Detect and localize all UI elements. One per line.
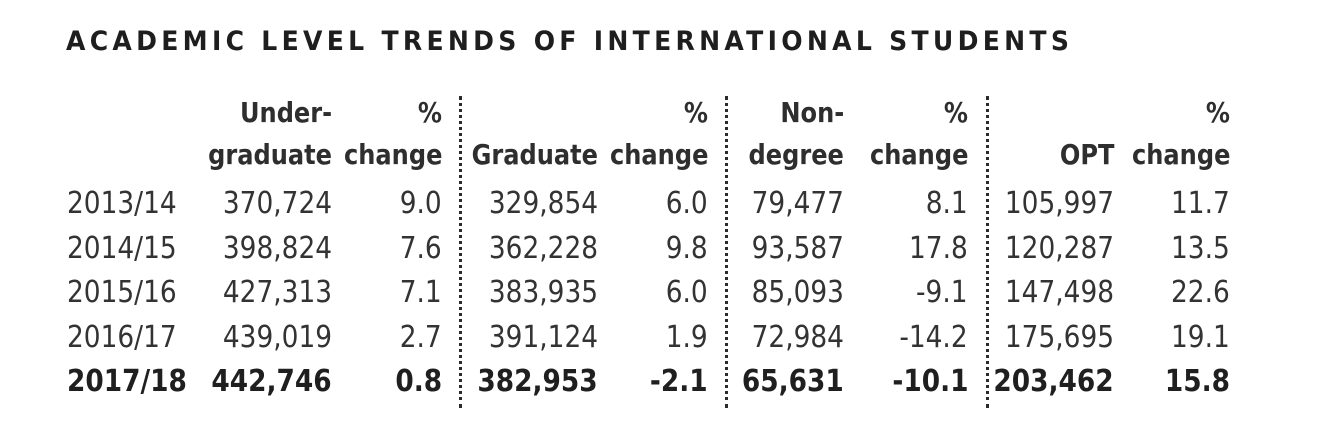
table-cell-undergraduate-change: 0.8 <box>395 364 442 399</box>
table-cell-year: 2013/14 <box>67 186 177 221</box>
chart-title: ACADEMIC LEVEL TRENDS OF INTERNATIONAL S… <box>66 26 1074 57</box>
table-cell-opt: 175,695 <box>1004 319 1114 355</box>
column-header-undergraduate-1: Under- <box>239 96 332 129</box>
table-cell-undergraduate-change: 7.1 <box>400 275 442 310</box>
table-cell-undergraduate: 398,824 <box>222 230 332 266</box>
table-cell-nondegree: 65,631 <box>742 364 844 399</box>
table-cell-opt-change: 11.7 <box>1171 186 1230 221</box>
column-header-graduate-2: Graduate <box>471 138 598 171</box>
column-header-opt-change-1: % <box>1205 96 1230 129</box>
table-cell-graduate: 391,124 <box>488 319 598 355</box>
column-header-opt-change-2: change <box>1131 138 1230 171</box>
table-cell-nondegree: 72,984 <box>751 319 844 355</box>
column-header-nondegree-2: degree <box>748 138 844 171</box>
table-cell-year: 2014/15 <box>67 230 177 266</box>
table-cell-graduate: 383,935 <box>488 275 598 310</box>
table-cell-graduate-change: 1.9 <box>666 319 708 355</box>
table-cell-nondegree: 85,093 <box>751 275 844 310</box>
table-cell-nondegree-change: -14.2 <box>899 319 968 355</box>
table-cell-year: 2016/17 <box>67 319 177 355</box>
table-cell-graduate-change: -2.1 <box>650 364 708 399</box>
table-cell-graduate-change: 9.8 <box>666 230 708 266</box>
table-cell-opt-change: 19.1 <box>1171 319 1230 355</box>
column-header-nondegree-1: Non- <box>780 96 844 129</box>
column-header-nondegree-change-2: change <box>869 138 968 171</box>
table-cell-opt-change: 22.6 <box>1171 275 1230 310</box>
table-cell-graduate: 382,953 <box>477 364 598 399</box>
table-cell-undergraduate-change: 7.6 <box>400 230 442 266</box>
table-cell-graduate: 362,228 <box>488 230 598 266</box>
table-cell-undergraduate: 439,019 <box>222 319 332 355</box>
column-header-undergraduate-change-2: change <box>343 138 442 171</box>
column-divider <box>986 96 989 408</box>
table-cell-opt: 147,498 <box>1004 275 1114 310</box>
table-cell-year: 2017/18 <box>67 364 187 399</box>
table-cell-nondegree-change: -9.1 <box>916 275 968 310</box>
column-header-opt-2: OPT <box>1059 138 1114 171</box>
table-cell-undergraduate-change: 9.0 <box>400 186 442 221</box>
table-cell-undergraduate-change: 2.7 <box>400 319 442 355</box>
table-cell-graduate-change: 6.0 <box>666 186 708 221</box>
column-header-nondegree-change-1: % <box>943 96 968 129</box>
column-header-graduate-change-1: % <box>683 96 708 129</box>
table-cell-graduate: 329,854 <box>488 186 598 221</box>
column-header-undergraduate-2: graduate <box>208 138 332 171</box>
table-cell-undergraduate: 442,746 <box>211 364 332 399</box>
column-divider <box>459 96 462 408</box>
table-cell-nondegree: 93,587 <box>751 230 844 266</box>
table-cell-graduate-change: 6.0 <box>666 275 708 310</box>
column-divider <box>725 96 728 408</box>
table-cell-year: 2015/16 <box>67 275 177 310</box>
column-header-undergraduate-change-1: % <box>417 96 442 129</box>
table-cell-opt-change: 13.5 <box>1171 230 1230 266</box>
table-cell-nondegree-change: 8.1 <box>926 186 968 221</box>
table-cell-nondegree: 79,477 <box>751 186 844 221</box>
table-cell-undergraduate: 370,724 <box>222 186 332 221</box>
table-cell-opt: 203,462 <box>993 364 1114 399</box>
table-cell-opt-change: 15.8 <box>1164 364 1230 399</box>
table-cell-opt: 120,287 <box>1004 230 1114 266</box>
column-header-graduate-change-2: change <box>609 138 708 171</box>
table-cell-undergraduate: 427,313 <box>222 275 332 310</box>
table-cell-nondegree-change: 17.8 <box>909 230 968 266</box>
table-cell-opt: 105,997 <box>1004 186 1114 221</box>
table-cell-nondegree-change: -10.1 <box>891 364 968 399</box>
